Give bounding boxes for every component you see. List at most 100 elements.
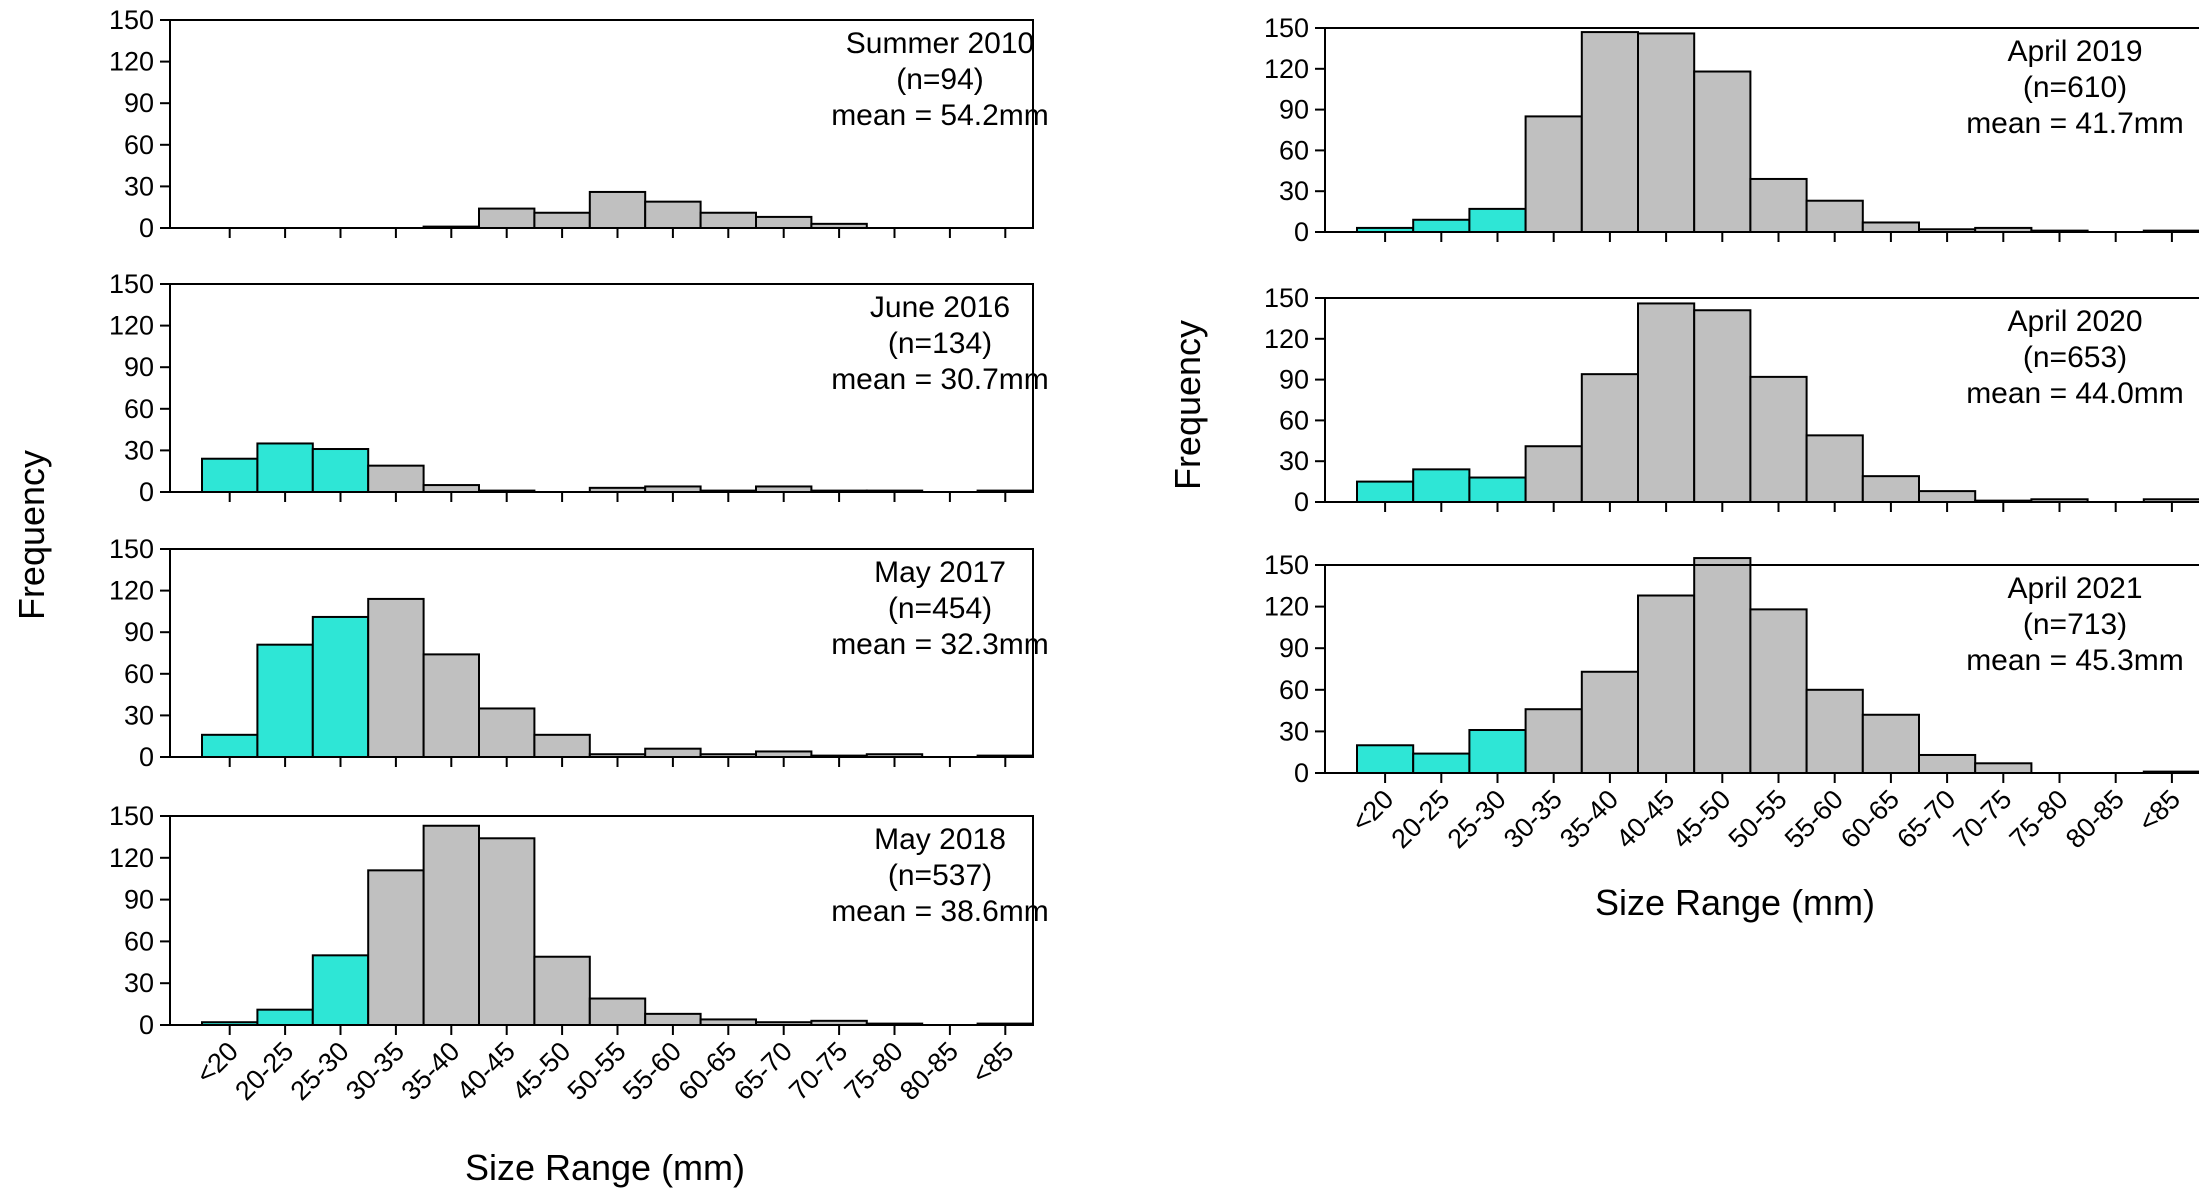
- histogram-bar: [201, 733, 259, 759]
- y-tick-label: 60: [124, 394, 154, 424]
- histogram-bar: [1974, 762, 2033, 775]
- plot-frame: [1324, 564, 2199, 774]
- histogram-bar: [1693, 70, 1752, 233]
- histogram-panel: 0 30 60 90 120 150 May 2017(n=454)mean = 32.3m…: [109, 534, 1049, 772]
- y-axis-title-left: Frequency: [11, 450, 52, 620]
- histogram-bar: [1412, 218, 1471, 233]
- histogram-bar: [256, 643, 314, 758]
- plot-frame: [169, 815, 1034, 1026]
- y-tick-label: 120: [109, 47, 154, 77]
- x-tick-label: 65-70: [728, 1036, 798, 1106]
- panel-annotation-line: (n=94): [896, 63, 984, 96]
- panel-annotation-line: (n=537): [888, 859, 992, 892]
- panel-annotation-line: April 2019: [2007, 35, 2142, 68]
- histogram-bar: [478, 207, 536, 230]
- histogram-bar: [1356, 480, 1415, 504]
- panel-annotation-line: Summer 2010: [846, 27, 1034, 60]
- x-tick-label: 75-80: [839, 1036, 909, 1106]
- x-tick-label: 40-45: [451, 1036, 521, 1106]
- histogram-panel: 0306090120150<2020-2525-3030-3535-4040-4…: [1264, 550, 2199, 854]
- histogram-bar: [478, 707, 536, 759]
- histogram-bar: [422, 824, 481, 1027]
- x-tick-label: 70-75: [783, 1036, 853, 1106]
- x-tick-label: 45-50: [506, 1036, 576, 1106]
- x-tick-label: 50-55: [1723, 784, 1793, 854]
- histogram-bar: [644, 200, 702, 230]
- panel-annotation-line: May 2018: [874, 823, 1006, 856]
- y-tick-label: 150: [109, 269, 154, 299]
- histogram-bar: [644, 1012, 702, 1026]
- panels-group: 0 30 60 90 120 150 Summer 2010(n=94)mean = 54.…: [109, 5, 2199, 1106]
- panel-annotation-line: (n=454): [888, 592, 992, 625]
- histogram-bar: [1861, 713, 1921, 775]
- y-tick-label: 90: [124, 617, 154, 647]
- histogram-bar: [1637, 32, 1696, 233]
- y-tick-label: 0: [139, 477, 154, 507]
- plot-frame: [1324, 27, 2199, 233]
- histogram-bar: [1412, 468, 1471, 503]
- y-tick-label: 30: [1279, 716, 1309, 746]
- histogram-panel: 0 30 60 90 120 150 Summer 2010(n=94)mean = 54.…: [109, 5, 1049, 243]
- x-tick-label: 75-80: [2004, 784, 2074, 854]
- x-tick-label: 50-55: [562, 1036, 632, 1106]
- histogram-panel: 0306090120150<2020-2525-3030-3535-4040-4…: [109, 801, 1049, 1106]
- panel-annotation-line: (n=713): [2023, 608, 2127, 641]
- y-tick-label: 150: [1264, 283, 1309, 313]
- panel-annotation-line: April 2020: [2007, 305, 2142, 338]
- x-tick-label: 30-35: [1498, 784, 1568, 854]
- y-tick-label: 60: [1279, 675, 1309, 705]
- x-tick-label: <85: [2133, 784, 2187, 838]
- histogram-bar: [1805, 199, 1864, 234]
- y-tick-label: 150: [109, 5, 154, 35]
- plot-frame: [169, 283, 1034, 493]
- x-tick-label: 20-25: [1385, 784, 1455, 854]
- histogram-bar: [1524, 708, 1583, 774]
- y-tick-label: 120: [109, 843, 154, 873]
- histogram-bar: [256, 442, 314, 494]
- y-tick-label: 30: [124, 700, 154, 730]
- y-tick-label: 60: [124, 659, 154, 689]
- histogram-bar: [1749, 608, 1808, 775]
- y-axis-title-right: Frequency: [1167, 320, 1208, 490]
- y-tick-label: 30: [1279, 446, 1309, 476]
- panel-annotation-line: mean = 41.7mm: [1966, 107, 2184, 140]
- histogram-bar: [1861, 475, 1921, 504]
- histogram-bar: [311, 448, 370, 494]
- histogram-bar: [367, 464, 425, 493]
- x-tick-label: 80-85: [2060, 784, 2130, 854]
- y-tick-label: 30: [124, 968, 154, 998]
- histogram-bar: [1805, 688, 1864, 774]
- x-tick-label: <85: [966, 1036, 1020, 1090]
- x-tick-label: 55-60: [1779, 784, 1849, 854]
- panel-annotation-line: mean = 54.2mm: [831, 99, 1049, 132]
- histogram-bar: [1580, 373, 1640, 503]
- x-tick-label: 35-40: [395, 1036, 465, 1106]
- x-tick-label: 70-75: [1947, 784, 2017, 854]
- y-tick-label: 120: [1264, 592, 1309, 622]
- y-tick-label: 90: [1279, 365, 1309, 395]
- panel-annotation-line: mean = 45.3mm: [1966, 644, 2184, 677]
- y-tick-label: 0: [139, 213, 154, 243]
- plot-frame: [169, 548, 1034, 758]
- x-tick-label: 25-30: [285, 1036, 355, 1106]
- panel-annotation-line: May 2017: [874, 556, 1006, 589]
- y-tick-label: 90: [124, 885, 154, 915]
- plot-frame: [169, 19, 1034, 229]
- x-tick-label: 60-65: [1835, 784, 1905, 854]
- panel-annotation-line: (n=134): [888, 327, 992, 360]
- histogram-bar: [533, 955, 591, 1027]
- x-axis-title-right: Size Range (mm): [1595, 882, 1875, 923]
- x-tick-label: 45-50: [1666, 784, 1736, 854]
- panel-annotation-line: mean = 44.0mm: [1966, 377, 2184, 410]
- panel-annotation-line: April 2021: [2007, 572, 2142, 605]
- y-tick-label: 90: [124, 352, 154, 382]
- y-tick-label: 0: [139, 742, 154, 772]
- histogram-bar: [644, 747, 702, 758]
- y-tick-label: 30: [124, 435, 154, 465]
- histogram-bar: [1861, 221, 1921, 233]
- histogram-bar: [1918, 490, 1977, 503]
- histogram-bar: [1693, 557, 1752, 774]
- x-axis-title-left: Size Range (mm): [465, 1147, 745, 1188]
- y-tick-label: 150: [1264, 13, 1309, 43]
- x-tick-label: 60-65: [672, 1036, 742, 1106]
